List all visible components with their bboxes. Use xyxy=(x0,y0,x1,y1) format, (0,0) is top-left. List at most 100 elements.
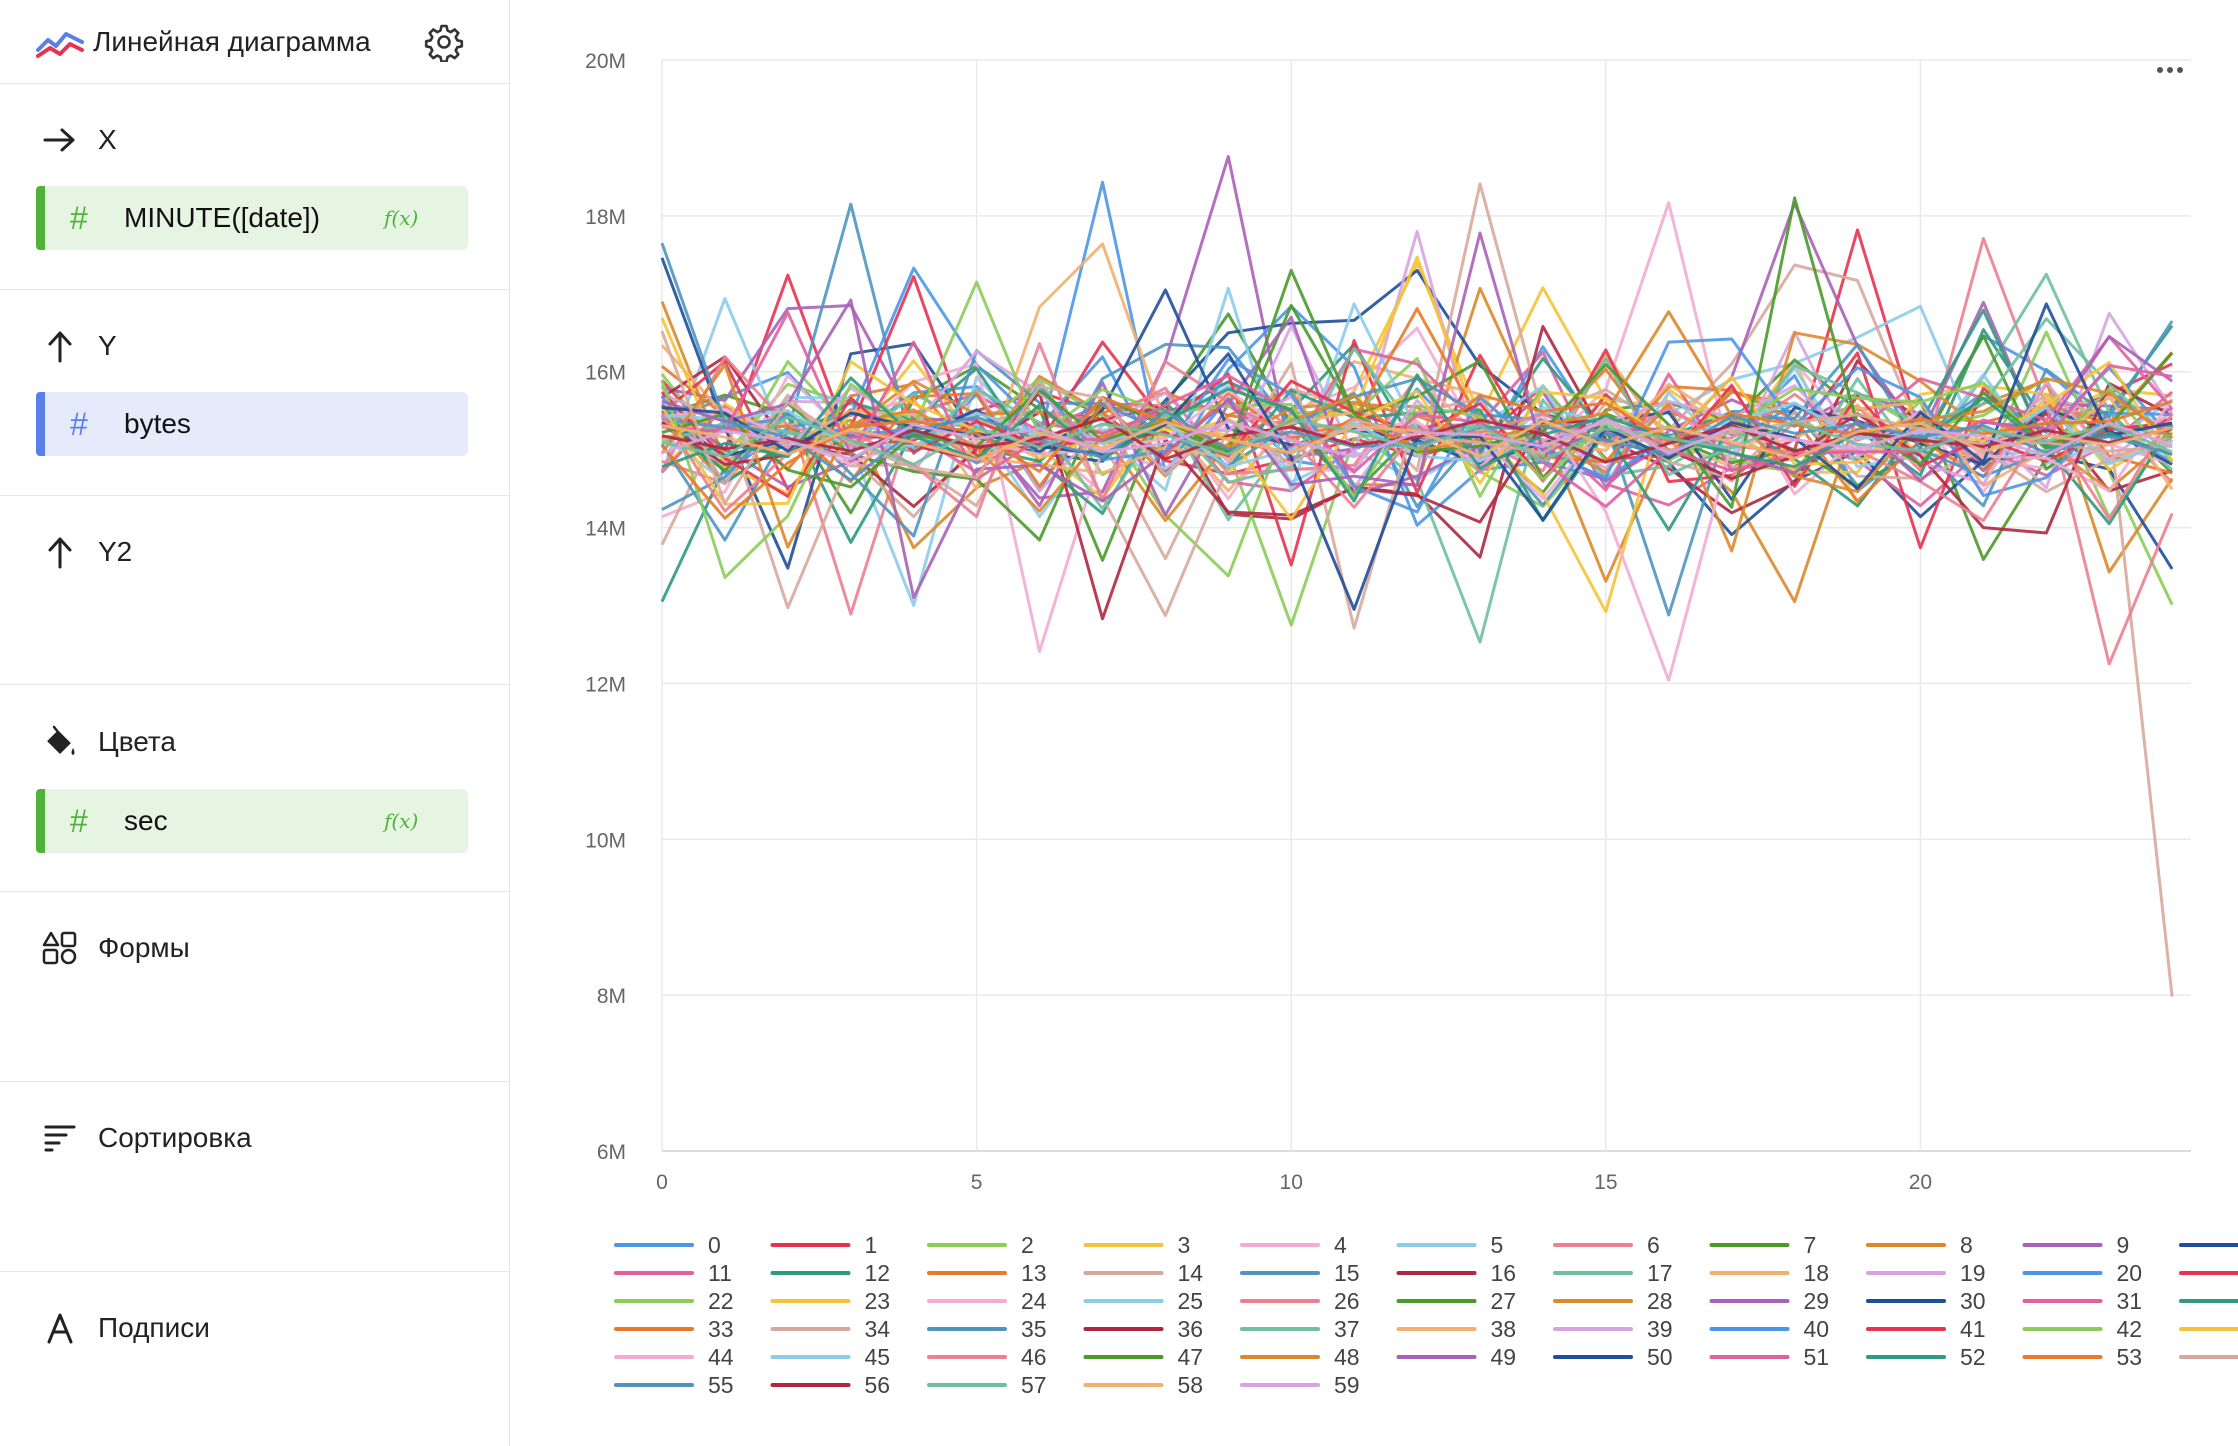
legend-label: 25 xyxy=(1178,1288,1204,1314)
legend-label: 7 xyxy=(1804,1232,1817,1258)
legend-label: 49 xyxy=(1491,1344,1517,1370)
legend-label: 14 xyxy=(1178,1260,1204,1286)
visualization-type-title[interactable]: Линейная диаграмма xyxy=(93,26,371,57)
divider xyxy=(0,83,509,84)
legend-label: 2 xyxy=(1021,1232,1034,1258)
section-colors-header: Цвета xyxy=(40,722,176,762)
legend-label: 1 xyxy=(865,1232,878,1258)
number-type-icon: # xyxy=(70,405,88,442)
legend-label: 26 xyxy=(1334,1288,1360,1314)
legend-label: 53 xyxy=(2117,1344,2143,1370)
more-options-icon[interactable] xyxy=(2150,50,2190,90)
y-tick-label: 6M xyxy=(597,1141,626,1164)
chip-accent xyxy=(36,186,45,250)
section-x-header: X xyxy=(40,120,117,160)
formula-icon[interactable]: f(x) xyxy=(384,809,419,833)
legend-label: 59 xyxy=(1334,1372,1360,1398)
legend-label: 0 xyxy=(708,1232,721,1258)
legend-label: 40 xyxy=(1804,1316,1830,1342)
legend-label: 22 xyxy=(708,1288,734,1314)
legend-label: 48 xyxy=(1334,1344,1360,1370)
legend-label: 13 xyxy=(1021,1260,1047,1286)
formula-icon[interactable]: f(x) xyxy=(384,206,419,230)
legend-label: 11 xyxy=(708,1260,732,1286)
legend-label: 20 xyxy=(2117,1260,2143,1286)
section-sort-header: Сортировка xyxy=(40,1118,252,1158)
legend-label: 23 xyxy=(865,1288,891,1314)
legend-label: 19 xyxy=(1960,1260,1986,1286)
legend-label: 30 xyxy=(1960,1288,1986,1314)
y-tick-label: 16M xyxy=(585,362,626,385)
legend-label: 18 xyxy=(1804,1260,1830,1286)
legend-label: 51 xyxy=(1804,1344,1830,1370)
legend-label: 12 xyxy=(865,1260,891,1286)
legend-label: 57 xyxy=(1021,1372,1047,1398)
legend-label: 34 xyxy=(865,1316,891,1342)
section-y-label: Y xyxy=(98,330,117,361)
y-tick-label: 8M xyxy=(597,985,626,1008)
number-type-icon: # xyxy=(70,199,88,236)
section-y-header: Y xyxy=(40,326,117,366)
number-type-icon: # xyxy=(70,802,88,839)
legend-label: 6 xyxy=(1647,1232,1660,1258)
section-x-label: X xyxy=(98,124,117,155)
legend-label: 8 xyxy=(1960,1232,1973,1258)
x-tick-label: 5 xyxy=(971,1171,983,1194)
y-tick-label: 18M xyxy=(585,206,626,229)
legend-label: 52 xyxy=(1960,1344,1986,1370)
field-chip-y[interactable]: # bytes xyxy=(36,392,468,456)
section-y2-label: Y2 xyxy=(98,536,133,567)
legend-label: 27 xyxy=(1491,1288,1517,1314)
field-chip-color[interactable]: # sec f(x) xyxy=(36,789,468,853)
legend-label: 36 xyxy=(1178,1316,1204,1342)
legend-label: 35 xyxy=(1021,1316,1047,1342)
x-tick-label: 10 xyxy=(1280,1171,1303,1194)
legend-label: 55 xyxy=(708,1372,734,1398)
legend-label: 3 xyxy=(1178,1232,1191,1258)
section-labels-header: Подписи xyxy=(40,1308,210,1348)
visualization-header: Линейная диаграмма xyxy=(0,0,509,83)
legend-label: 37 xyxy=(1334,1316,1360,1342)
series-line xyxy=(661,231,2173,600)
sort-icon xyxy=(40,1118,80,1158)
x-tick-label: 15 xyxy=(1594,1171,1617,1194)
legend-label: 9 xyxy=(2117,1232,2130,1258)
divider xyxy=(0,684,509,685)
arrow-up-icon xyxy=(40,532,80,572)
legend-label: 41 xyxy=(1960,1316,1986,1342)
section-sort-label: Сортировка xyxy=(98,1122,252,1153)
legend-label: 47 xyxy=(1178,1344,1204,1370)
legend-label: 58 xyxy=(1178,1372,1204,1398)
legend-label: 56 xyxy=(865,1372,891,1398)
series-line xyxy=(661,419,2173,462)
x-tick-label: 0 xyxy=(656,1171,668,1194)
chip-accent xyxy=(36,392,45,456)
series-line xyxy=(661,275,2173,567)
legend-label: 28 xyxy=(1647,1288,1673,1314)
chart-area: 6M 8M 10M 12M 14M 16M 18M 20M 0 5 10 15 20 0 1 2 3 4 5 6 7 8 9… xyxy=(510,0,2238,1446)
section-labels-label: Подписи xyxy=(98,1312,210,1343)
shapes-icon xyxy=(40,928,80,968)
legend-label: 33 xyxy=(708,1316,734,1342)
field-name: sec xyxy=(124,805,168,836)
series-line xyxy=(661,401,2173,469)
section-y2-header: Y2 xyxy=(40,532,132,572)
x-tick-label: 20 xyxy=(1909,1171,1932,1194)
series-line xyxy=(660,182,2174,997)
legend-label: 17 xyxy=(1647,1260,1673,1286)
legend-label: 50 xyxy=(1647,1344,1673,1370)
arrow-up-icon xyxy=(40,326,80,366)
paint-bucket-icon xyxy=(40,722,80,762)
field-chip-x[interactable]: # MINUTE([date]) f(x) xyxy=(36,186,468,250)
divider xyxy=(0,289,509,290)
line-chart-icon[interactable] xyxy=(36,24,84,60)
divider xyxy=(0,1271,509,1272)
gear-icon[interactable] xyxy=(424,22,464,62)
series-line xyxy=(661,418,2173,461)
y-tick-label: 14M xyxy=(585,518,626,541)
series-line xyxy=(661,417,2173,464)
section-colors-label: Цвета xyxy=(98,726,176,757)
section-shapes-label: Формы xyxy=(98,932,190,963)
legend-label: 39 xyxy=(1647,1316,1673,1342)
